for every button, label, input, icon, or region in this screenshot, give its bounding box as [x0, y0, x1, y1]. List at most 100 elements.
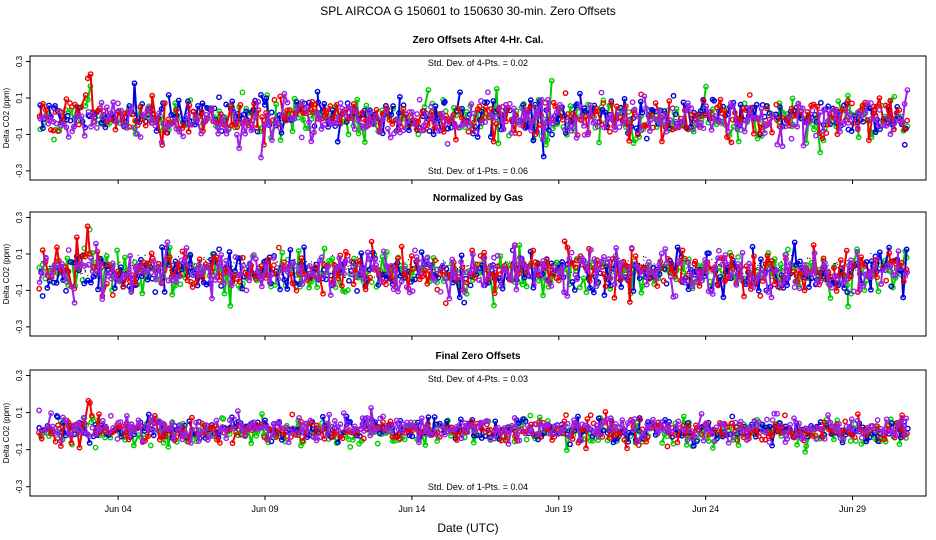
series-blue-segment [167, 94, 173, 115]
normalized-dot [378, 260, 380, 262]
series-purple-point [448, 115, 455, 122]
normalized-dot [277, 265, 279, 267]
series-purple-segment [700, 122, 705, 129]
series-purple-segment [546, 99, 553, 124]
normalized-dot [404, 262, 406, 264]
normalized-dot [310, 261, 313, 263]
normalized-dot [137, 254, 139, 256]
series-purple-point [99, 114, 106, 121]
series-purple-segment [687, 102, 693, 109]
series-purple-segment [760, 108, 766, 134]
series-red-point [140, 259, 147, 266]
series-red-point [327, 103, 334, 109]
series-blue-point [797, 258, 803, 265]
series-green-point [891, 93, 898, 100]
series-purple-point [812, 132, 819, 139]
series-red-point [849, 100, 855, 107]
normalized-dot [809, 257, 811, 260]
series-blue-point [639, 109, 646, 116]
series-purple-point [134, 130, 141, 137]
series-red-point [465, 128, 472, 135]
series-blue-point [618, 284, 625, 290]
series-blue-point [812, 112, 818, 118]
normalized-dot [836, 262, 838, 264]
series-red-point [165, 116, 171, 123]
series-purple-point [93, 124, 100, 131]
series-blue-point [753, 101, 760, 108]
series-purple-point [90, 112, 96, 119]
series-red-point [741, 293, 747, 300]
series-red-point [819, 135, 826, 142]
series-purple-segment [316, 111, 322, 119]
normalized-dot [171, 268, 173, 270]
series-purple-segment [540, 99, 544, 140]
series-red-segment [400, 246, 405, 275]
series-red-point [115, 268, 121, 275]
series-purple-point [137, 134, 144, 140]
normalized-dot [277, 261, 279, 263]
series-red-segment [86, 226, 91, 254]
series-blue-point [545, 127, 552, 133]
series-purple-point [120, 122, 127, 128]
series-purple-segment [308, 122, 313, 142]
series-green-point [523, 283, 530, 290]
series-red-point [55, 128, 61, 134]
series-purple-segment [510, 108, 515, 134]
normalized-dot [457, 268, 459, 271]
series-purple-point [786, 114, 793, 120]
series-purple-point [53, 120, 60, 127]
series-purple-point [817, 109, 824, 116]
series-red-point [559, 116, 566, 123]
series-red-segment [770, 260, 776, 285]
series-blue-point [152, 289, 159, 295]
series-purple-point [669, 105, 676, 112]
series-red-point [471, 274, 478, 281]
series-blue-point [344, 100, 351, 107]
normalized-dot [894, 269, 896, 271]
series-blue-point [886, 244, 892, 251]
series-blue-point [216, 246, 223, 253]
series-red-segment [493, 266, 499, 294]
series-purple-point [685, 100, 691, 107]
series-purple-point [479, 119, 485, 126]
series-red-point [901, 126, 908, 133]
series-blue-segment [336, 123, 342, 142]
series-green-segment [84, 99, 89, 107]
series-purple-segment [633, 109, 640, 118]
series-purple-segment [838, 113, 841, 132]
series-purple-point [592, 118, 598, 125]
series-red-point [493, 121, 500, 127]
series-purple-point [225, 126, 232, 133]
series-red-point [681, 255, 688, 262]
series-blue-segment [607, 279, 612, 286]
series-green-point [845, 303, 852, 310]
series-red-segment [643, 124, 647, 127]
series-green-point [817, 149, 824, 156]
series-red-segment [281, 262, 285, 270]
series-red-point [148, 250, 155, 257]
normalized-dot [714, 262, 716, 264]
series-green-point [344, 287, 351, 294]
series-purple-point [294, 104, 301, 111]
series-blue-point [354, 288, 360, 294]
series-purple-point [355, 118, 361, 124]
series-blue-segment [201, 102, 208, 109]
series-purple-point [314, 109, 320, 116]
series-red-segment [61, 99, 68, 121]
series-purple-point [128, 105, 135, 112]
series-red-segment [141, 119, 147, 127]
series-purple-segment [802, 122, 809, 146]
series-green-point [256, 128, 263, 135]
series-purple-point [492, 114, 499, 121]
series-purple-point [406, 109, 413, 115]
series-blue-point [271, 252, 277, 259]
series-blue-point [168, 111, 175, 118]
series-red-segment [291, 282, 298, 291]
series-purple-point [412, 121, 418, 128]
series-purple-point [298, 134, 305, 141]
normalized-dot [43, 269, 45, 271]
series-red-point [284, 107, 290, 114]
series-red-point [773, 101, 780, 108]
series-blue-segment [793, 242, 798, 265]
normalized-dot [204, 260, 206, 262]
